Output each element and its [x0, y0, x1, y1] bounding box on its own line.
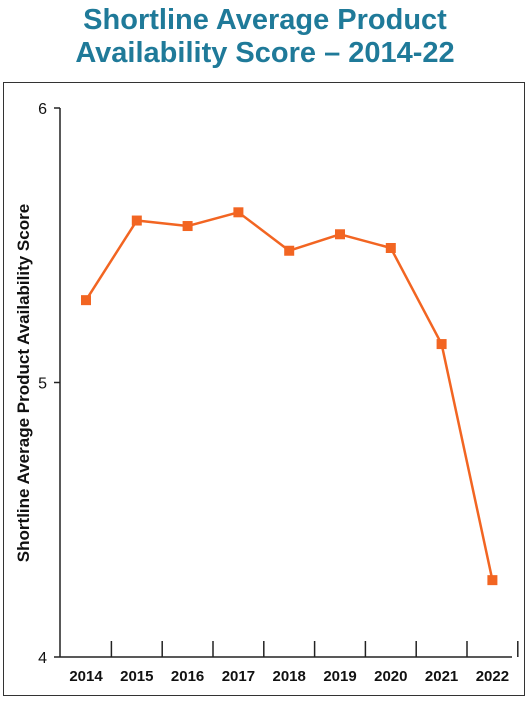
y-tick-label-5: 5 [38, 376, 47, 393]
x-tick-label-2017: 2017 [222, 668, 255, 685]
chart-frame [3, 82, 525, 696]
y-tick-label-6: 6 [38, 101, 47, 118]
data-point-2020 [385, 242, 396, 253]
chart-title-line-2: Availability Score – 2014-22 [75, 37, 455, 69]
x-tick-label-2015: 2015 [120, 668, 153, 685]
x-tick-label-2018: 2018 [273, 668, 306, 685]
x-tick-label-2021: 2021 [425, 668, 458, 685]
x-tick-label-2020: 2020 [374, 668, 407, 685]
x-tick-label-2019: 2019 [323, 668, 356, 685]
data-point-2015 [131, 215, 142, 226]
data-point-2014 [81, 295, 91, 306]
data-point-2018 [284, 245, 295, 256]
x-tick-label-2016: 2016 [171, 668, 204, 685]
y-axis-label: Shortline Average Product Availability S… [14, 204, 33, 562]
x-tick-label-2014: 2014 [69, 668, 103, 685]
data-point-2022 [487, 575, 498, 586]
x-tick-label-2022: 2022 [476, 668, 509, 685]
chart-title: Shortline Average Product Availability S… [0, 4, 530, 70]
data-point-2021 [436, 339, 447, 350]
series-line-0 [84, 211, 494, 581]
y-tick-label-4: 4 [38, 650, 47, 667]
chart-title-line-1: Shortline Average Product [83, 4, 447, 36]
data-point-2016 [182, 221, 193, 232]
data-point-2019 [335, 229, 345, 240]
data-point-2017 [233, 207, 244, 218]
